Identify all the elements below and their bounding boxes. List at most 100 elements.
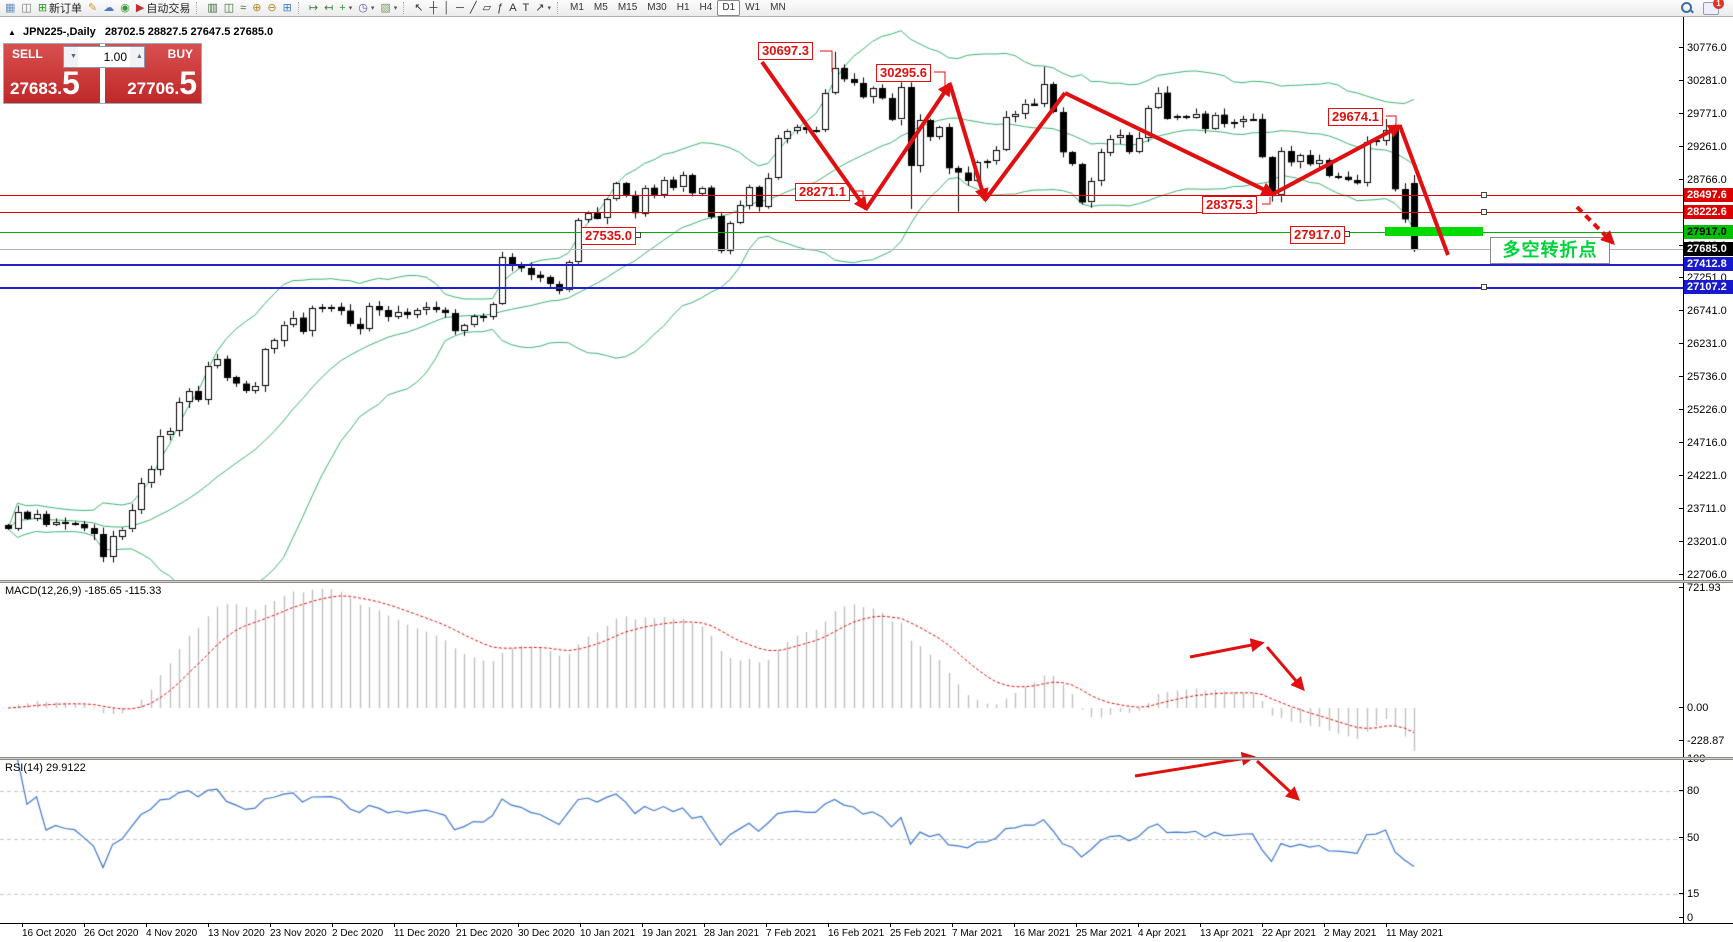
price-axis-tick: 30281.0	[1679, 75, 1733, 87]
horizontal-line	[0, 212, 1683, 213]
date-label: 23 Nov 2020	[270, 923, 327, 939]
timeframe-mn-button[interactable]: MN	[770, 2, 786, 13]
publisher-button[interactable]: ☁	[100, 1, 117, 16]
cursor-button[interactable]: ↖	[411, 1, 426, 16]
templates-button[interactable]: ▧ ▾	[377, 1, 400, 16]
styler-button[interactable]: ✎	[85, 1, 100, 16]
crosshair-button[interactable]: ┼	[427, 1, 441, 16]
price-axis-tick: 24716.0	[1679, 437, 1733, 449]
rsi-canvas[interactable]	[0, 760, 1683, 923]
horizontal-line-button[interactable]: ─	[453, 1, 467, 16]
bar-chart-button[interactable]: ▥	[204, 1, 220, 16]
fibonacci-icon: ƒ	[497, 1, 504, 14]
indicators-button[interactable]: + ▾	[336, 1, 355, 16]
trendline-button[interactable]: ╱	[467, 1, 480, 16]
annotation-price-label: 27535.0	[581, 227, 636, 245]
chat-icon[interactable]: 1	[1703, 0, 1724, 15]
line-chart-button[interactable]: ≈	[237, 1, 249, 16]
vertical-line-button[interactable]: │	[440, 1, 453, 16]
price-axis-tick: 22706.0	[1679, 569, 1733, 581]
macd-canvas[interactable]	[0, 583, 1683, 757]
price-axis-tick: 26231.0	[1679, 338, 1733, 350]
timeframe-h4-button[interactable]: H4	[699, 2, 713, 13]
line-handle[interactable]	[1481, 284, 1487, 290]
date-label: 10 Jan 2021	[580, 923, 635, 939]
chart-ohlc-values: 28702.5 28827.5 27647.5 27685.0	[104, 26, 274, 38]
auto-scroll-button[interactable]: ↦	[306, 1, 321, 16]
date-label: 7 Feb 2021	[766, 923, 817, 939]
price-axis-border	[1683, 17, 1684, 923]
channel-button[interactable]: ▱	[480, 1, 494, 16]
new-chart-button[interactable]: ▦	[2, 1, 18, 16]
date-label: 16 Mar 2021	[1014, 923, 1070, 939]
price-axis-tick: 24221.0	[1679, 470, 1733, 482]
text-button[interactable]: A	[506, 1, 519, 16]
chart-shift-button[interactable]: ↤	[321, 1, 336, 16]
date-label: 2 May 2021	[1324, 923, 1376, 939]
collapse-triangle-icon[interactable]: ▲	[8, 28, 16, 37]
timeframe-d1-button[interactable]: D1	[717, 0, 741, 16]
line-handle[interactable]	[1481, 209, 1487, 215]
timeframe-m15-button[interactable]: M15	[617, 2, 638, 13]
macd-rsi-splitter[interactable]	[0, 757, 1733, 760]
autotrading-button[interactable]: ▶ 自动交易	[133, 1, 193, 16]
cursor-icon: ↖	[414, 1, 424, 14]
data-window-button[interactable]: ◫	[18, 1, 34, 16]
volume-decrease-button[interactable]: ▼	[64, 47, 78, 67]
dropdown-caret-icon: ▾	[348, 5, 353, 12]
date-label: 13 Nov 2020	[208, 923, 265, 939]
toolbar-buttons: ▦ ◫ ⊞ 新订单 ✎ ☁ ◉ ▶ 自动交易 ▥ ◫ ≈ ⊕ ⊖ ⊞ ↦ ↤ + ▾ ◷ ▾ ▧ ▾ ↖ ┼ │ ─ ╱ ▱ ƒ A T ↗ ▾	[2, 1, 565, 16]
date-label: 13 Apr 2021	[1200, 923, 1254, 939]
fibonacci-button[interactable]: ƒ	[494, 1, 506, 16]
new-chart-icon: ▦	[5, 1, 16, 14]
date-label: 16 Oct 2020	[22, 923, 76, 939]
text-icon: A	[509, 1, 517, 14]
price-tag: 27107.2	[1684, 280, 1733, 294]
search-icon[interactable]	[1681, 2, 1694, 14]
date-label: 2 Dec 2020	[332, 923, 383, 939]
chart-title: ▲ JPN225-,Daily 28702.5 28827.5 27647.5 …	[8, 26, 273, 38]
volume-increase-button[interactable]: ▲	[130, 47, 144, 67]
date-label: 21 Dec 2020	[456, 923, 513, 939]
annotation-price-label: 27917.0	[1290, 226, 1345, 244]
timeframe-h1-button[interactable]: H1	[676, 2, 690, 13]
styler-icon: ✎	[88, 1, 98, 14]
tile-windows-button[interactable]: ⊞	[280, 1, 295, 16]
date-label: 25 Mar 2021	[1076, 923, 1132, 939]
price-axis-tick: 25226.0	[1679, 404, 1733, 416]
toolbar-separator	[297, 2, 303, 14]
timeframe-m5-button[interactable]: M5	[593, 2, 608, 13]
annotation-price-label: 29674.1	[1328, 108, 1383, 126]
volume-input[interactable]	[78, 47, 130, 67]
zoom-out-button[interactable]: ⊖	[264, 1, 279, 16]
price-axis-tick: 25736.0	[1679, 371, 1733, 383]
price-tag: 27412.8	[1684, 257, 1733, 271]
periods-button[interactable]: ◷ ▾	[355, 1, 377, 16]
line-handle[interactable]	[1481, 192, 1487, 198]
price-tag: 28222.6	[1684, 205, 1733, 219]
price-chart-canvas[interactable]	[0, 17, 1683, 580]
new-order-button-label: 新订单	[49, 3, 83, 15]
news-button[interactable]: ◉	[117, 1, 133, 16]
zoom-out-icon: ⊖	[267, 1, 277, 14]
timeframe-m1-button[interactable]: M1	[570, 2, 584, 13]
new-order-button[interactable]: ⊞ 新订单	[35, 1, 85, 16]
timeframe-w1-button[interactable]: W1	[745, 2, 761, 13]
support-band	[1385, 227, 1483, 236]
price-macd-splitter[interactable]	[0, 580, 1733, 583]
toolbar-separator	[196, 2, 201, 14]
dropdown-caret-icon: ▾	[370, 5, 375, 12]
text-label-button[interactable]: T	[520, 1, 533, 16]
price-tag: 27685.0	[1684, 242, 1733, 256]
sell-price: 27683.5	[10, 65, 80, 101]
arrows-button[interactable]: ↗ ▾	[532, 1, 554, 16]
crosshair-icon: ┼	[429, 1, 438, 14]
zoom-in-button[interactable]: ⊕	[249, 1, 264, 16]
macd-axis-tick: 721.93	[1679, 582, 1733, 594]
annotation-price-label: 28375.3	[1202, 196, 1257, 214]
new-order-icon: ⊞	[37, 1, 48, 14]
timeframe-m30-button[interactable]: M30	[647, 2, 667, 13]
candlestick-chart-button[interactable]: ◫	[221, 1, 237, 16]
price-axis-tick: 30776.0	[1679, 42, 1733, 54]
